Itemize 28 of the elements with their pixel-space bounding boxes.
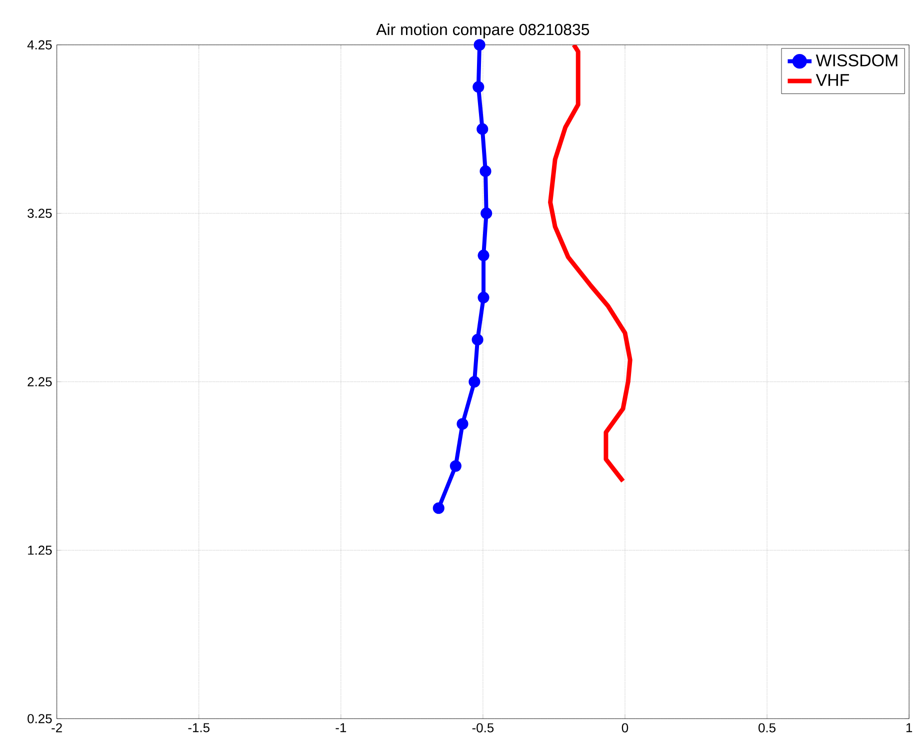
point bbox=[476, 124, 488, 136]
point bbox=[478, 250, 490, 262]
x-tick-label: -0.5 bbox=[472, 723, 494, 733]
point bbox=[432, 502, 444, 514]
y-tick-label: 2.25 bbox=[28, 377, 52, 387]
y-tick-label: 0.25 bbox=[28, 714, 52, 724]
x-tick-label: 1 bbox=[906, 723, 912, 732]
point bbox=[456, 418, 468, 430]
point bbox=[472, 334, 484, 346]
point bbox=[480, 208, 492, 220]
point bbox=[450, 460, 462, 472]
point bbox=[474, 39, 486, 51]
y-tick-label: 4.25 bbox=[27, 40, 52, 50]
legend-label: VHF bbox=[816, 74, 850, 86]
point bbox=[480, 166, 492, 178]
x-tick-label: -1 bbox=[336, 723, 346, 732]
x-tick-label: 0 bbox=[622, 723, 628, 733]
x-tick-label: -2 bbox=[52, 723, 62, 732]
x-tick-label: -1.5 bbox=[188, 723, 210, 732]
y-tick-label: 1.25 bbox=[28, 546, 52, 556]
legend-label: WISSDOM bbox=[816, 54, 898, 67]
y-tick-label: 3.25 bbox=[28, 208, 52, 218]
point bbox=[478, 292, 490, 304]
point bbox=[472, 81, 484, 93]
line-series bbox=[548, 45, 632, 484]
x-tick-label: 0.5 bbox=[758, 723, 776, 733]
point bbox=[468, 376, 480, 388]
chart-title: Air motion compare 08210835 bbox=[376, 24, 590, 39]
